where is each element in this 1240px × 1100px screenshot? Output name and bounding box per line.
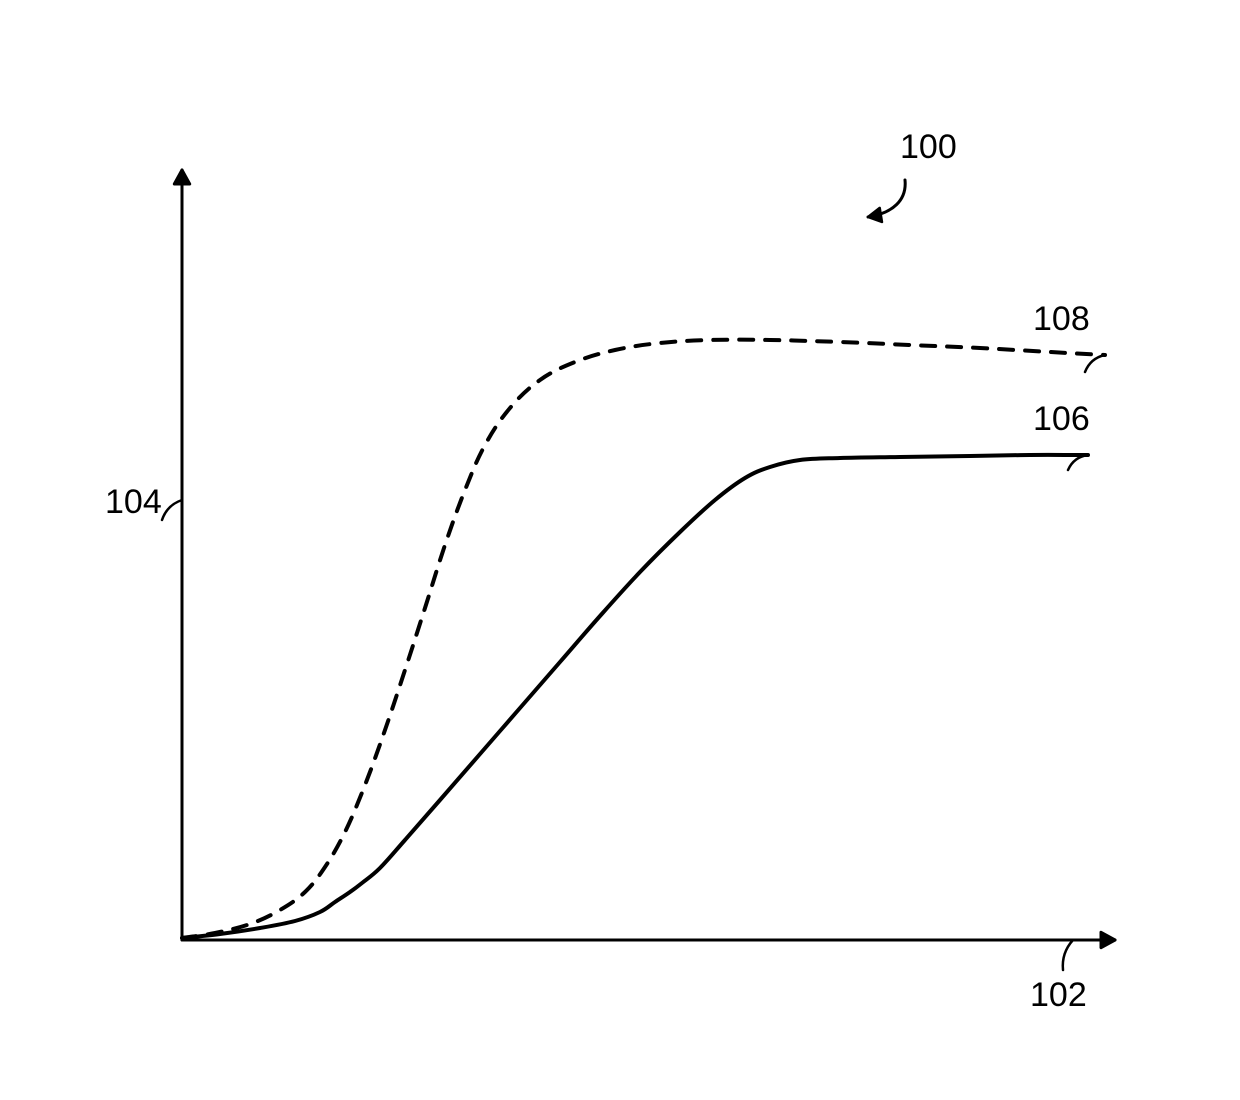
label-102: 102 (1030, 976, 1087, 1014)
label-104: 104 (105, 483, 162, 521)
chart-background (0, 0, 1240, 1100)
label-108: 108 (1033, 300, 1090, 338)
label-106: 106 (1033, 400, 1090, 438)
label-100: 100 (900, 128, 957, 166)
